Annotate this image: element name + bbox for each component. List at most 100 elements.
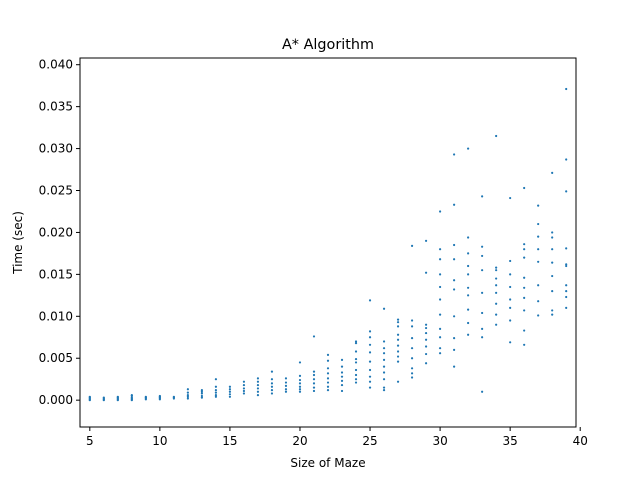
data-point	[537, 248, 540, 251]
x-axis: 5 10 15 20 25 30 35 40	[86, 427, 588, 448]
y-tick-label: 0.020	[39, 225, 73, 239]
data-point	[537, 222, 540, 226]
data-point	[354, 340, 358, 343]
data-point	[382, 352, 386, 355]
data-point	[537, 314, 540, 317]
data-point	[551, 313, 554, 316]
data-point	[551, 274, 554, 278]
data-point	[228, 385, 232, 388]
data-point	[396, 321, 400, 324]
data-point	[298, 385, 302, 388]
data-point	[453, 365, 456, 368]
y-tick-label: 0.040	[39, 58, 73, 72]
data-point	[424, 338, 428, 341]
data-point	[495, 134, 498, 138]
data-point	[298, 374, 302, 377]
data-point	[509, 298, 512, 301]
data-point	[340, 383, 344, 387]
data-point	[410, 244, 414, 247]
data-point	[467, 236, 470, 239]
data-point	[424, 362, 428, 365]
data-point	[298, 378, 302, 382]
data-point	[200, 394, 203, 398]
data-point	[340, 389, 344, 393]
y-axis: 0.000 0.005 0.010 0.015 0.020 0.025 0.030 0.035…	[39, 58, 80, 407]
data-point	[354, 342, 358, 345]
data-point	[326, 389, 330, 392]
data-point	[565, 263, 568, 266]
data-point	[523, 296, 526, 299]
data-point	[242, 387, 246, 390]
y-tick-label: 0.005	[39, 351, 73, 365]
data-point	[298, 388, 302, 391]
data-point	[481, 195, 484, 198]
data-point	[186, 394, 189, 397]
data-point	[509, 306, 512, 310]
data-point	[158, 394, 161, 398]
data-point	[186, 388, 189, 391]
x-tick-label: 20	[292, 434, 307, 448]
data-point	[186, 395, 189, 398]
data-point	[410, 347, 414, 350]
data-point	[270, 389, 274, 392]
x-axis-label: Size of Maze	[290, 456, 365, 470]
data-point	[242, 389, 246, 393]
data-point	[438, 352, 442, 355]
data-point	[326, 372, 330, 375]
data-point	[410, 372, 414, 375]
data-point	[537, 260, 540, 263]
data-point	[270, 382, 274, 385]
data-point	[396, 318, 400, 321]
data-point	[509, 341, 512, 344]
data-point	[467, 294, 470, 297]
data-point	[340, 371, 344, 374]
data-point	[382, 389, 386, 392]
data-point	[481, 245, 484, 248]
data-point	[368, 386, 372, 389]
data-point	[200, 389, 203, 392]
data-point	[481, 336, 484, 339]
data-point	[368, 380, 372, 383]
data-point	[298, 382, 302, 385]
data-point	[382, 371, 386, 374]
chart-title: A* Algorithm	[282, 37, 374, 53]
data-point	[495, 284, 498, 287]
data-point	[410, 337, 414, 340]
data-point	[396, 355, 400, 358]
data-point	[284, 384, 288, 388]
data-point	[523, 343, 526, 346]
data-point	[424, 239, 428, 242]
data-point	[396, 333, 400, 336]
data-point	[424, 326, 428, 330]
data-point	[565, 247, 568, 250]
data-point	[200, 396, 203, 399]
data-point	[495, 291, 498, 294]
data-point	[368, 336, 372, 339]
data-point	[438, 248, 442, 251]
data-point	[228, 393, 232, 396]
data-point	[551, 309, 554, 312]
data-point	[467, 147, 470, 150]
data-point	[537, 300, 540, 303]
data-point	[396, 325, 400, 328]
data-point	[453, 203, 456, 206]
data-point	[438, 285, 442, 289]
x-tick-label: 25	[362, 434, 377, 448]
data-point	[242, 380, 246, 383]
data-point	[130, 394, 133, 397]
data-point	[214, 389, 218, 392]
data-point	[424, 352, 428, 356]
data-point	[481, 327, 484, 330]
data-point	[467, 308, 470, 311]
data-points	[88, 87, 568, 402]
data-point	[228, 395, 232, 398]
data-point	[509, 259, 512, 263]
data-point	[495, 277, 498, 280]
data-point	[453, 288, 456, 291]
data-point	[481, 390, 484, 393]
data-point	[340, 365, 344, 368]
data-point	[368, 368, 372, 372]
y-tick-label: 0.035	[39, 100, 73, 114]
data-point	[509, 196, 512, 200]
data-point	[298, 390, 302, 393]
